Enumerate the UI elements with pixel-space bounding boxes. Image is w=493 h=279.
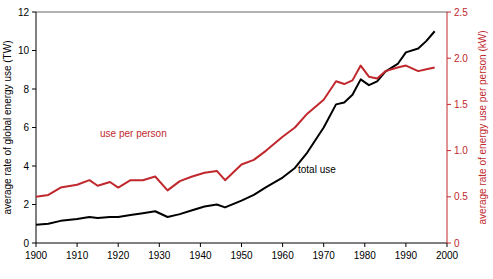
y-tick-label: 6	[23, 122, 29, 133]
y-tick	[32, 204, 36, 205]
y-tick	[32, 12, 36, 13]
x-tick	[447, 243, 448, 247]
y-tick	[32, 50, 36, 51]
x-tick	[323, 243, 324, 247]
y2-tick-label: 1.0	[454, 145, 468, 156]
x-tick-label: 1960	[271, 250, 294, 261]
y-tick-label: 0	[23, 238, 29, 249]
y2-tick	[447, 243, 451, 244]
y-tick	[32, 166, 36, 167]
y-tick-label: 8	[23, 84, 29, 95]
y2-axis	[447, 12, 448, 243]
annotation: use per person	[100, 128, 167, 139]
y2-tick	[447, 12, 451, 13]
x-tick	[405, 243, 406, 247]
y2-axis-label: average rate of energy use per person (k…	[477, 31, 488, 225]
series-line	[36, 66, 435, 197]
y2-tick	[447, 196, 451, 197]
x-tick	[200, 243, 201, 247]
x-tick-label: 1990	[395, 250, 418, 261]
x-tick-label: 1910	[66, 250, 89, 261]
y2-tick-label: 2.5	[454, 7, 468, 18]
y2-tick	[447, 104, 451, 105]
y-tick-label: 2	[23, 199, 29, 210]
plot-frame-top	[36, 12, 447, 13]
plot-area	[36, 31, 435, 224]
x-tick-label: 1950	[230, 250, 253, 261]
y-tick-label: 12	[18, 7, 30, 18]
x-tick	[282, 243, 283, 247]
x-tick-label: 1940	[189, 250, 212, 261]
y2-tick-label: 0.5	[454, 191, 468, 202]
y-tick	[32, 127, 36, 128]
x-tick	[36, 243, 37, 247]
annotation: total use	[298, 164, 336, 175]
x-tick	[241, 243, 242, 247]
x-tick	[159, 243, 160, 247]
series-line	[36, 31, 435, 224]
x-tick	[118, 243, 119, 247]
y2-tick-label: 2.0	[454, 53, 468, 64]
y-tick	[32, 243, 36, 244]
x-tick-label: 1970	[313, 250, 336, 261]
y2-tick	[447, 58, 451, 59]
x-tick-label: 1900	[25, 250, 48, 261]
x-tick-label: 1930	[148, 250, 171, 261]
x-tick-label: 2000	[436, 250, 459, 261]
y2-tick-label: 1.5	[454, 99, 468, 110]
y-axis-label: average rate of global energy use (TW)	[2, 41, 13, 215]
x-tick	[364, 243, 365, 247]
y-tick-label: 4	[23, 161, 29, 172]
y-tick-label: 10	[18, 45, 30, 56]
x-tick	[77, 243, 78, 247]
chart: 1900 1910 1920 1930 1940 1950 1960 1970 1980 1990…	[0, 0, 493, 279]
x-tick-label: 1980	[354, 250, 377, 261]
y-tick	[32, 89, 36, 90]
y2-tick-label: 0	[454, 238, 460, 249]
x-tick-label: 1920	[107, 250, 130, 261]
y2-tick	[447, 150, 451, 151]
